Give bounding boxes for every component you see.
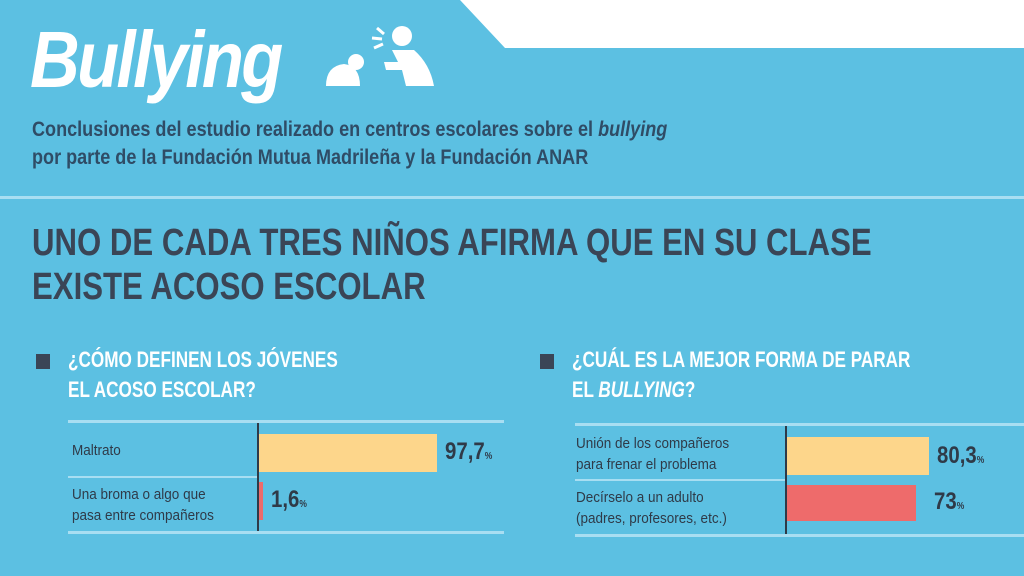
chart1-row-rule xyxy=(68,476,258,478)
divider xyxy=(0,196,1024,199)
headline-line-2: EXISTE ACOSO ESCOLAR xyxy=(32,266,426,308)
chart1-bar-broma xyxy=(259,482,263,520)
chart2-bottom-rule xyxy=(575,534,1024,537)
subtitle-line-1: Conclusiones del estudio realizado en ce… xyxy=(32,118,668,141)
white-corner-shape xyxy=(460,0,1024,48)
chart2-value-label: 80,3% xyxy=(937,442,985,469)
chart2-title-line1: ¿CUÁL ES LA MEJOR FORMA DE PARAR xyxy=(572,347,911,372)
chart2-bar-union xyxy=(787,437,930,475)
chart1-value-label: 97,7% xyxy=(444,438,493,465)
chart2-value-label: 73% xyxy=(934,488,965,515)
subtitle-line-2: por parte de la Fundación Mutua Madrileñ… xyxy=(32,146,589,169)
page-title: Bullying xyxy=(30,15,283,104)
chart2-title-line2: EL BULLYING? xyxy=(572,377,696,402)
chart2-row-rule xyxy=(575,479,785,481)
chart2-top-rule xyxy=(575,423,1024,426)
chart1-axis xyxy=(257,423,259,531)
chart2-axis xyxy=(785,426,787,534)
chart1-top-rule xyxy=(68,420,504,423)
chart1-bar-maltrato xyxy=(259,434,437,472)
chart2-category-label: Unión de los compañeros para frenar el pr… xyxy=(576,435,730,473)
chart1-category-label: Una broma o algo que pasa entre compañero… xyxy=(72,486,214,524)
chart1-title-line1: ¿CÓMO DEFINEN LOS JÓVENES xyxy=(68,347,338,372)
chart1-bottom-rule xyxy=(68,531,504,534)
chart2-category-label: Decírselo a un adulto (padres, profesores… xyxy=(576,489,727,527)
section-marker xyxy=(36,354,50,369)
chart2-bar-adulto xyxy=(787,485,917,521)
chart1-value-label: 1,6% xyxy=(271,486,307,513)
chart1-category-label: Maltrato xyxy=(72,442,121,459)
section-marker xyxy=(540,354,554,369)
chart1-title-line2: EL ACOSO ESCOLAR? xyxy=(68,377,256,402)
bullying-people-icon xyxy=(326,26,434,86)
headline-line-1: UNO DE CADA TRES NIÑOS AFIRMA QUE EN SU … xyxy=(32,222,872,264)
